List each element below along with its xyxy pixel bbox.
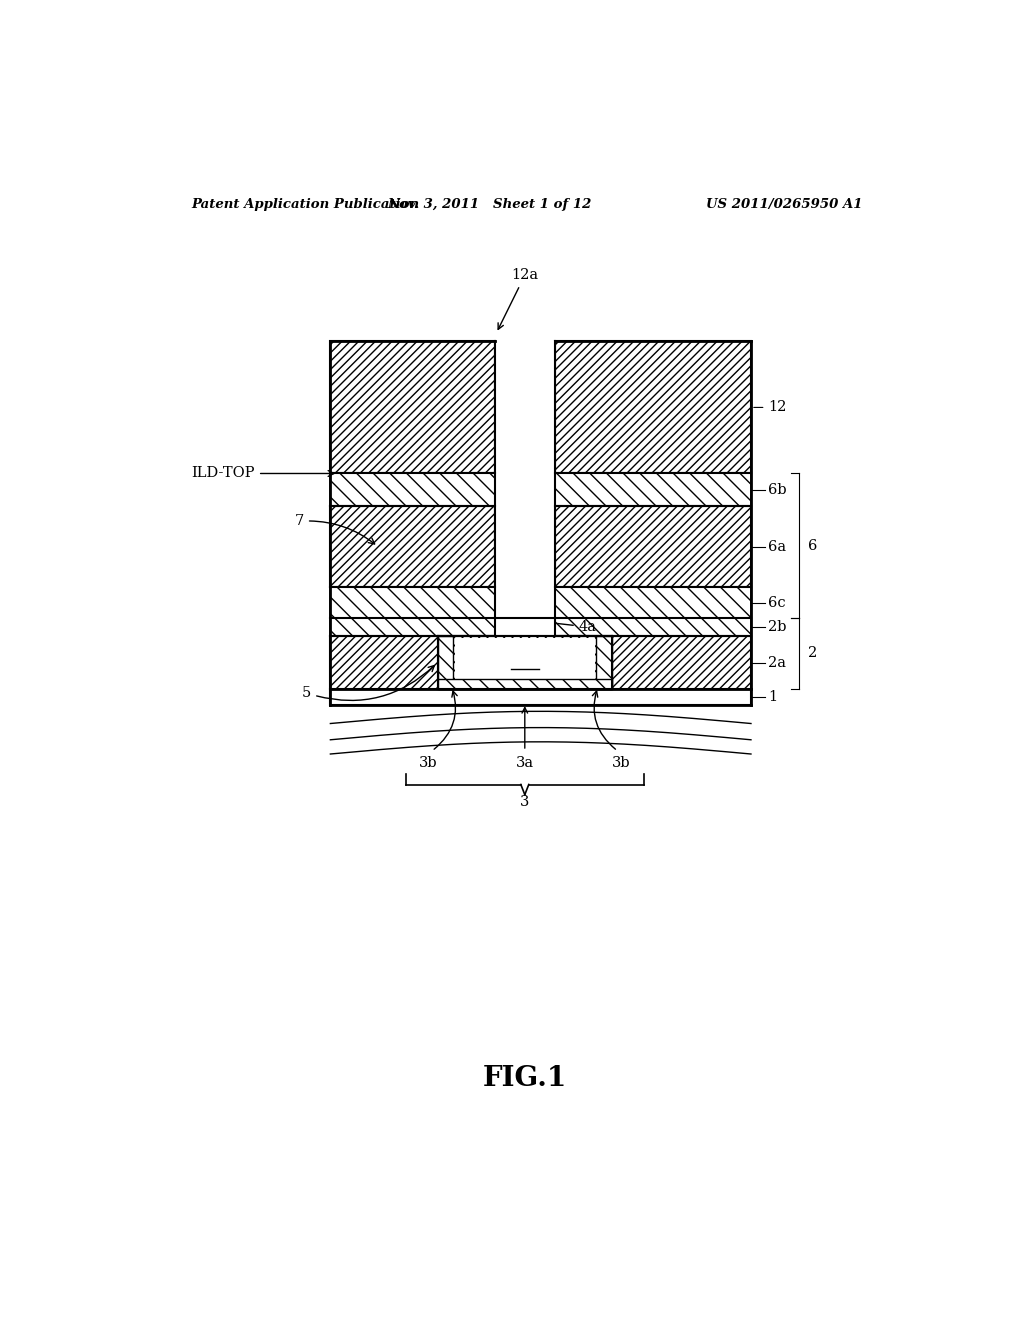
Bar [331, 342, 495, 474]
Text: 12a: 12a [498, 268, 539, 330]
Bar [331, 689, 751, 705]
Text: 6c: 6c [768, 595, 786, 610]
Text: 12: 12 [754, 400, 786, 414]
Bar [555, 587, 751, 618]
Text: 3b: 3b [419, 756, 437, 770]
Bar [331, 506, 495, 587]
Text: 2a: 2a [768, 656, 786, 669]
Text: ILD-TOP: ILD-TOP [191, 466, 334, 480]
Text: 2: 2 [808, 647, 817, 660]
Bar [331, 587, 495, 618]
Bar [555, 506, 751, 587]
Text: Nov. 3, 2011   Sheet 1 of 12: Nov. 3, 2011 Sheet 1 of 12 [387, 198, 591, 211]
Text: Patent Application Publication: Patent Application Publication [191, 198, 420, 211]
Text: 6b: 6b [768, 483, 787, 496]
Text: 7: 7 [295, 515, 375, 544]
Text: 6: 6 [808, 539, 817, 553]
Bar [331, 474, 495, 506]
Text: 5: 5 [302, 665, 434, 701]
Text: 3: 3 [520, 795, 529, 809]
Text: US 2011/0265950 A1: US 2011/0265950 A1 [706, 198, 862, 211]
Bar [437, 636, 454, 689]
Bar [455, 638, 595, 684]
Bar [495, 618, 555, 636]
Bar [331, 618, 751, 636]
Text: FIG.1: FIG.1 [482, 1065, 567, 1092]
Bar [596, 636, 612, 689]
Text: 4a: 4a [503, 615, 597, 634]
Text: 1: 1 [768, 690, 777, 704]
Bar [331, 636, 751, 689]
Bar [555, 342, 751, 474]
Text: 2b: 2b [768, 620, 786, 634]
Text: 3a: 3a [516, 756, 534, 770]
Bar [495, 342, 555, 689]
Bar [555, 474, 751, 506]
Bar [437, 636, 612, 689]
Text: 6a: 6a [768, 540, 786, 553]
Bar [437, 678, 612, 689]
Text: 3b: 3b [612, 756, 631, 770]
Text: 4: 4 [520, 652, 529, 665]
